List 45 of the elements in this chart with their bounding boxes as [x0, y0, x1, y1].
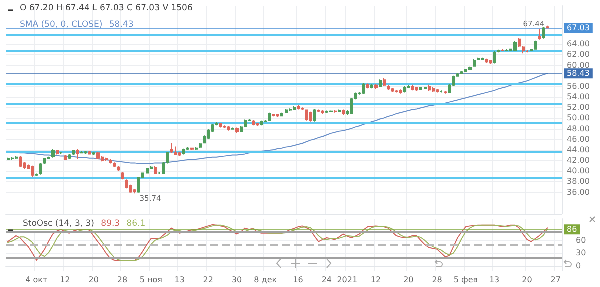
x-tick-label: 12 [60, 276, 70, 284]
x-tick-label: 28 [432, 276, 442, 284]
y-tick-label: 54.00 [567, 92, 590, 102]
chart-title: StoOsc (14, 3, 3) [23, 219, 94, 229]
y-tick-label: 64.00 [567, 40, 590, 49]
y-tick-label: 44.00 [567, 145, 590, 154]
y-tick-label: 38.00 [567, 177, 590, 186]
x-tick-label: 4 окт [26, 276, 48, 284]
ref-line-label: 86 [567, 225, 578, 234]
y-tick-label: 46.00 [567, 134, 590, 144]
annotation: O 67.20 H 67.44 L 67.03 C 67.03 V 1506 [20, 4, 193, 14]
x-tick-label: 16 [293, 276, 304, 284]
annotation: 86.1 [126, 219, 146, 229]
x-tick-label: 13 [489, 276, 500, 284]
x-tick-label: 30 [232, 276, 242, 284]
y-tick-label: 60.00 [567, 60, 590, 70]
annotation: 89.3 [101, 219, 120, 229]
y-tick-label: 36.00 [567, 188, 590, 197]
y-tick-label: 42.00 [567, 156, 590, 166]
y-tick-label: 60 [576, 236, 586, 246]
x-tick-label: 5 фев [454, 276, 478, 284]
x-tick-label: 20 [88, 276, 99, 284]
x-tick-label: 27 [550, 276, 561, 284]
x-tick-label: 24 [322, 276, 332, 284]
y-tick-label: 50.00 [567, 114, 590, 123]
y-tick-label: 30 [576, 248, 586, 258]
y-tick-label: 62.00 [567, 50, 590, 60]
text: SMA (50, 0, CLOSE) [20, 20, 103, 30]
x-tick-label: 2021 [337, 276, 358, 284]
x-tick-label: 20 [522, 276, 532, 284]
annotation: 58.43 [109, 20, 134, 30]
y-tick-label: 0 [576, 261, 582, 270]
y-tick-label: 52.00 [567, 103, 590, 112]
x-tick-label: 13 [174, 276, 185, 284]
y-tick-label: 40.00 [567, 166, 590, 176]
ref-line-label: 67.03 [567, 24, 590, 33]
x-tick-label: 8 дек [254, 276, 278, 284]
y-tick-label: 56.00 [567, 82, 590, 91]
ref-line-label: 58.43 [567, 69, 590, 78]
x-tick-label: 20 [404, 276, 414, 284]
x-tick-label: 5 ноя [140, 276, 163, 284]
y-tick-label: 48.00 [567, 124, 590, 134]
x-tick-label: 28 [117, 276, 128, 284]
x-tick-label: 22 [203, 276, 214, 284]
x-tick-label: 12 [370, 276, 382, 284]
